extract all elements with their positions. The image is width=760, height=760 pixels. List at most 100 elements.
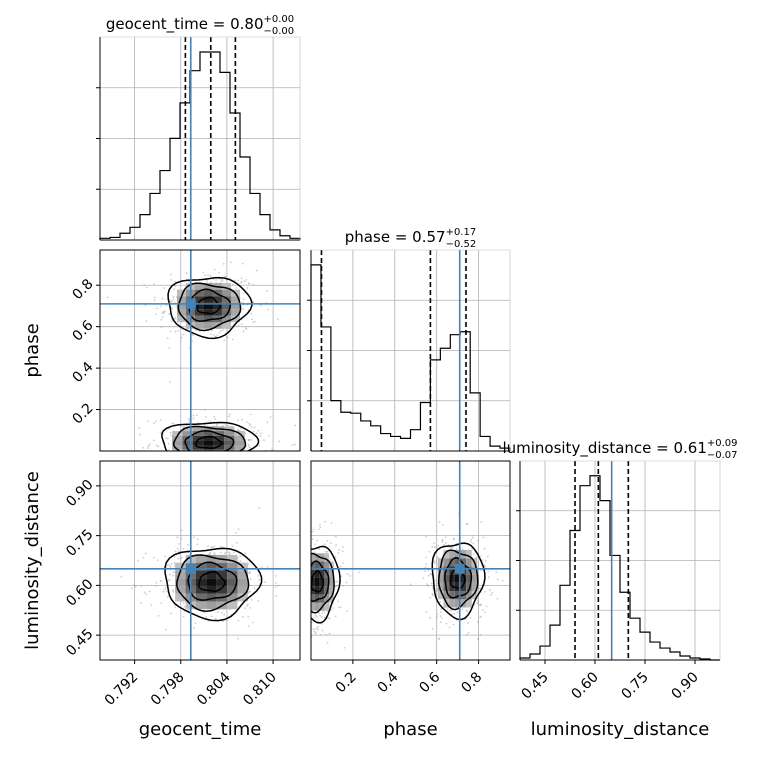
scatter-point — [219, 464, 221, 466]
contour-level-3 — [311, 545, 341, 624]
scatter-point — [231, 545, 234, 547]
density-cell — [206, 601, 217, 610]
scatter-point — [444, 536, 447, 539]
density-cell — [212, 302, 222, 310]
scatter-point — [293, 563, 295, 565]
scatter-point — [218, 331, 221, 334]
scatter-point — [314, 543, 316, 546]
density-cell — [203, 302, 213, 310]
scatter-point — [210, 615, 213, 618]
scatter-point — [170, 300, 173, 303]
scatter-point — [425, 563, 428, 565]
scatter-point — [496, 578, 499, 581]
density-cell — [194, 302, 204, 310]
scatter-point — [335, 584, 338, 587]
scatter-point — [189, 456, 191, 458]
scatter-point — [226, 336, 229, 339]
scatter-point — [448, 626, 451, 629]
density-cell — [227, 570, 238, 579]
density-cell — [203, 440, 214, 446]
density-cell — [311, 553, 315, 562]
scatter-point — [248, 422, 251, 425]
density-cell — [206, 562, 217, 571]
scatter-point — [148, 455, 150, 457]
contour-level-3 — [164, 547, 263, 622]
scatter-point — [290, 580, 292, 582]
scatter-point — [318, 611, 320, 614]
scatter-point — [165, 437, 167, 439]
scatter-point — [453, 612, 456, 615]
scatter-point — [210, 453, 212, 455]
scatter-point — [177, 542, 180, 545]
density-cell — [221, 315, 231, 323]
scatter-point — [213, 268, 216, 271]
scatter-point — [274, 574, 277, 577]
scatter-point — [298, 581, 300, 583]
scatter-point — [346, 610, 349, 612]
scatter-point — [172, 574, 175, 577]
scatter-point — [349, 575, 351, 577]
density-cell — [471, 574, 478, 583]
density-cell — [194, 322, 204, 329]
scatter-point — [235, 287, 238, 289]
scatter-point — [437, 544, 440, 547]
scatter-point — [206, 456, 208, 458]
scatter-point — [207, 545, 210, 548]
scatter-point — [221, 424, 224, 427]
scatter-point — [300, 540, 302, 542]
contour-level-2 — [177, 282, 242, 332]
scatter-point — [338, 549, 341, 551]
density-cell — [176, 302, 186, 310]
contour-level-1 — [184, 430, 235, 451]
xlabel-geocent_time: geocent_time — [139, 719, 262, 740]
scatter-point — [165, 628, 167, 631]
scatter-point — [445, 622, 448, 625]
scatter-point — [295, 588, 297, 590]
scatter-point — [249, 590, 252, 593]
scatter-point — [312, 628, 315, 630]
scatter-point — [287, 580, 289, 582]
scatter-point — [259, 432, 262, 435]
scatter-point — [173, 288, 175, 291]
scatter-point — [202, 462, 204, 464]
density-cell — [216, 585, 228, 594]
density-cell — [175, 562, 186, 571]
scatter-point — [192, 417, 195, 420]
scatter-point — [137, 559, 139, 562]
scatter-point — [262, 453, 264, 455]
scatter-point — [294, 424, 297, 427]
scatter-point — [302, 590, 304, 592]
scatter-point — [482, 536, 485, 539]
scatter-point — [142, 556, 145, 559]
scatter-point — [154, 313, 157, 316]
scatter-point — [315, 615, 318, 618]
scatter-point — [143, 284, 146, 287]
axes-frame — [99, 460, 301, 661]
scatter-point — [169, 573, 171, 576]
scatter-point — [214, 335, 217, 338]
scatter-point — [292, 552, 294, 554]
scatter-point — [234, 479, 236, 481]
scatter-point — [220, 611, 223, 614]
scatter-point — [298, 580, 300, 582]
scatter-point — [139, 433, 142, 436]
scatter-point — [166, 595, 169, 598]
scatter-point — [257, 599, 260, 602]
scatter-point — [439, 615, 442, 617]
contour-level-0 — [311, 570, 325, 593]
scatter-point — [168, 381, 171, 383]
scatter-point — [301, 619, 303, 621]
scatter-point — [313, 630, 316, 633]
scatter-point — [222, 462, 224, 464]
scatter-point — [153, 556, 155, 559]
scatter-point — [296, 605, 298, 607]
scatter-point — [218, 452, 220, 454]
scatter-point — [192, 334, 195, 337]
scatter-point — [314, 614, 317, 617]
scatter-point — [320, 615, 323, 618]
scatter-point — [296, 592, 298, 594]
scatter-point — [296, 602, 298, 604]
scatter-point — [312, 528, 315, 531]
density-cell — [311, 577, 315, 587]
density-cell — [213, 449, 225, 451]
